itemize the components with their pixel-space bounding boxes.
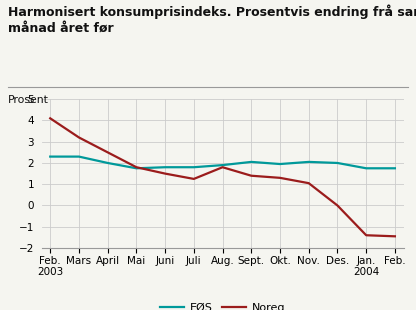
- Noreg: [77, 135, 82, 139]
- Line: Noreg: Noreg: [50, 118, 395, 236]
- Noreg: [335, 204, 340, 207]
- EØS: [335, 161, 340, 165]
- EØS: [191, 165, 196, 169]
- Text: Harmonisert konsumprisindeks. Prosentvis endring frå same
månad året før: Harmonisert konsumprisindeks. Prosentvis…: [8, 5, 416, 35]
- Noreg: [105, 150, 110, 154]
- Noreg: [48, 117, 53, 120]
- Noreg: [191, 177, 196, 181]
- Noreg: [220, 165, 225, 169]
- Noreg: [249, 174, 254, 178]
- EØS: [105, 161, 110, 165]
- EØS: [134, 166, 139, 170]
- EØS: [364, 166, 369, 170]
- EØS: [306, 160, 311, 164]
- Noreg: [277, 176, 282, 180]
- EØS: [392, 166, 397, 170]
- Legend: EØS, Noreg: EØS, Noreg: [156, 298, 290, 310]
- EØS: [277, 162, 282, 166]
- Noreg: [134, 165, 139, 169]
- EØS: [163, 165, 168, 169]
- Noreg: [163, 172, 168, 175]
- Noreg: [392, 234, 397, 238]
- Noreg: [306, 181, 311, 185]
- Noreg: [364, 233, 369, 237]
- Text: Prosent: Prosent: [8, 95, 49, 104]
- Line: EØS: EØS: [50, 157, 395, 168]
- EØS: [249, 160, 254, 164]
- EØS: [77, 155, 82, 158]
- EØS: [220, 163, 225, 167]
- EØS: [48, 155, 53, 158]
